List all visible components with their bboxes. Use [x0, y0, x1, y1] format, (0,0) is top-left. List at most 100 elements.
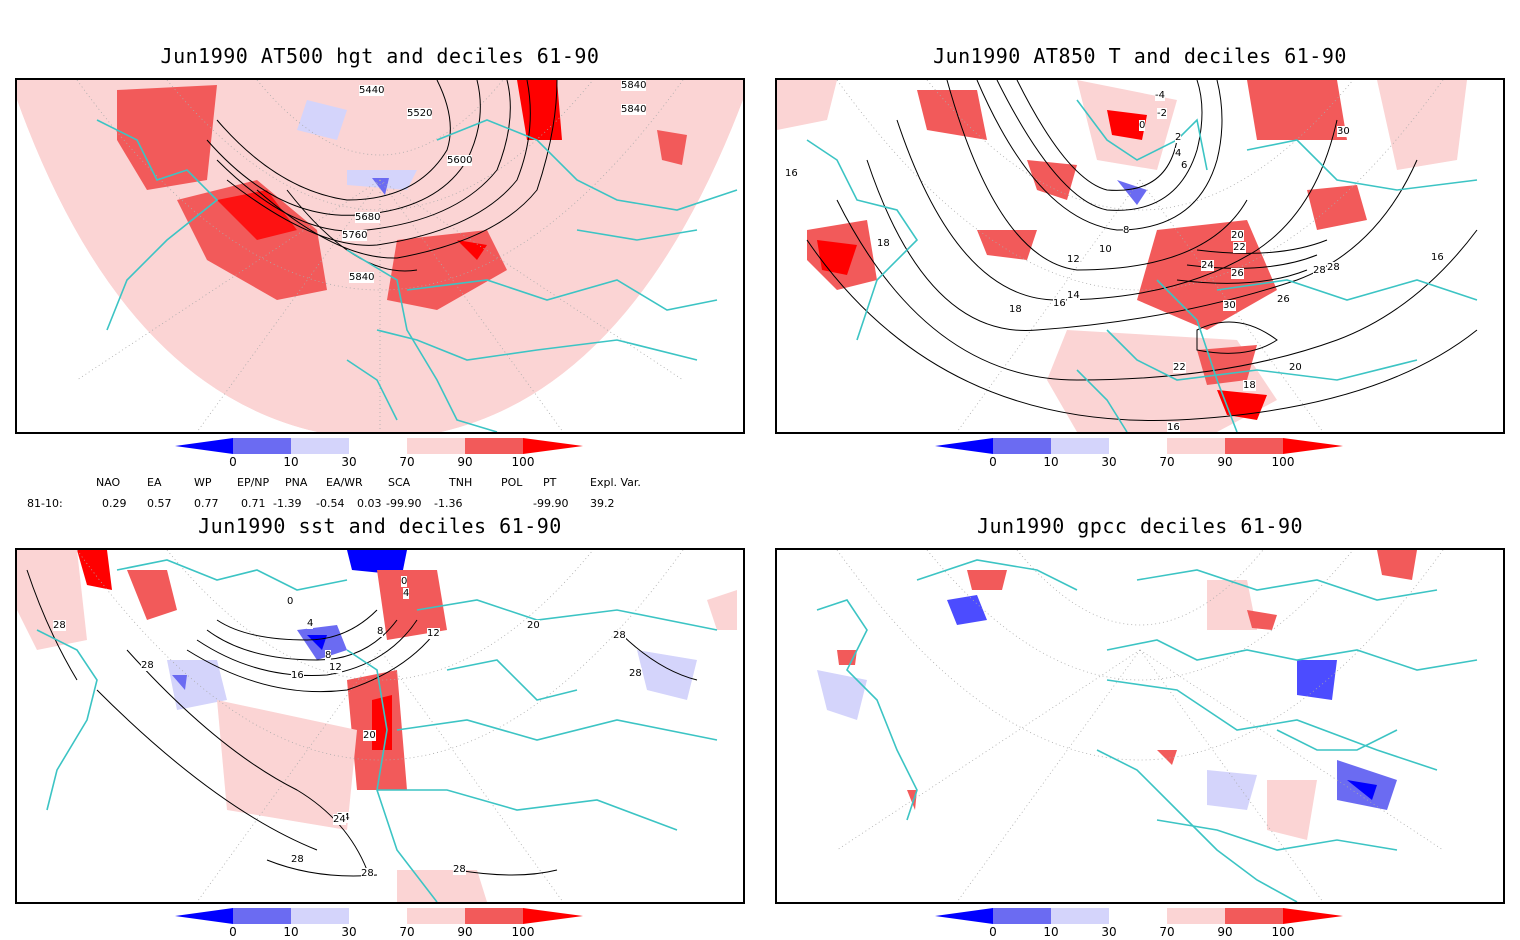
tick-70: 70	[399, 925, 415, 939]
contour-label-aa: 26	[1277, 294, 1290, 305]
contour-label-y: 30	[1337, 126, 1350, 137]
tick-70: 70	[1159, 455, 1175, 469]
tick-30: 30	[1101, 925, 1117, 939]
index-value: -99.90	[533, 497, 569, 510]
contour-label-q: 28	[1313, 265, 1326, 276]
contour-label-s: 16	[785, 168, 798, 179]
map-panel-gpcc	[775, 548, 1505, 904]
contour-label-u: 20	[1289, 362, 1302, 373]
tick-10: 10	[1043, 925, 1059, 939]
sst-label-11: 4	[403, 588, 410, 599]
contour-label-m: 20	[1231, 230, 1244, 241]
map-t850	[777, 80, 1503, 432]
tick-10: 10	[283, 455, 299, 469]
tick-100: 100	[1271, 925, 1295, 939]
index-name: PNA	[285, 476, 308, 489]
panel-title-gpcc: Jun1990 gpcc deciles 61-90	[976, 514, 1304, 538]
contour-label-7: 5840	[621, 80, 647, 91]
contour-label-w: 18	[1243, 380, 1256, 391]
tick-100: 100	[511, 925, 535, 939]
map-gpcc	[777, 550, 1503, 902]
tick-30: 30	[1101, 455, 1117, 469]
sst-label-6: 12	[329, 662, 342, 673]
index-name: EA/WR	[326, 476, 363, 489]
index-value: 39.2	[590, 497, 615, 510]
index-name: TNH	[449, 476, 473, 489]
contour-label-h: 10	[1099, 244, 1112, 255]
contour-label-3: 5600	[447, 155, 473, 166]
tick-0: 0	[989, 455, 997, 469]
contour-label-ab: 16	[1431, 252, 1444, 263]
sst-label-12: 8	[377, 626, 384, 637]
index-name: EA	[147, 476, 162, 489]
sst-label-10: 0	[401, 576, 408, 587]
contour-label-t: 18	[877, 238, 890, 249]
tick-90: 90	[457, 455, 473, 469]
tick-70: 70	[1159, 925, 1175, 939]
sst-label-7: 8	[325, 650, 332, 661]
index-name: Expl. Var.	[590, 476, 641, 489]
tick-30: 30	[341, 455, 357, 469]
sst-label-9: 0	[287, 596, 294, 607]
contour-label-n: 22	[1233, 242, 1246, 253]
tick-0: 0	[989, 925, 997, 939]
index-value: -0.54	[316, 497, 345, 510]
index-name: POL	[501, 476, 523, 489]
index-value: 0.03	[357, 497, 382, 510]
contour-label-o: 24	[1201, 260, 1214, 271]
colorbar-gpcc	[935, 908, 1345, 934]
tick-70: 70	[399, 455, 415, 469]
sst-label-8: 4	[307, 618, 314, 629]
sst-label-17: 24	[333, 814, 346, 825]
contour-label-i: 12	[1067, 254, 1080, 265]
index-name: EP/NP	[237, 476, 270, 489]
index-value: 0.77	[194, 497, 219, 510]
contour-label-b: -2	[1157, 108, 1167, 119]
map-sst	[17, 550, 743, 902]
contour-label-j: 14	[1067, 290, 1080, 301]
contour-label-g: 8	[1123, 225, 1130, 236]
map-panel-sst: 28 28 24 20 16 12 8 4 0 0 4 8 12 20 28 2…	[15, 548, 745, 904]
contour-label-z: 28	[1327, 262, 1340, 273]
contour-label-v: 22	[1173, 362, 1186, 373]
contour-label-p: 26	[1231, 268, 1244, 279]
sst-label-14: 20	[527, 620, 540, 631]
sst-label-15: 28	[613, 630, 626, 641]
contour-label-l: 18	[1009, 304, 1022, 315]
index-value: 0.29	[102, 497, 127, 510]
sst-label-13: 12	[427, 628, 440, 639]
contour-label-x: 16	[1167, 422, 1180, 433]
index-name: NAO	[96, 476, 121, 489]
tick-10: 10	[283, 925, 299, 939]
sst-label-18: 28	[361, 868, 374, 879]
colorbar-hgt500	[175, 438, 585, 464]
tick-90: 90	[457, 925, 473, 939]
index-name: SCA	[388, 476, 411, 489]
contour-label-r: 30	[1223, 300, 1236, 311]
tick-0: 0	[229, 455, 237, 469]
sst-label-1: 28	[53, 620, 66, 631]
tick-100: 100	[1271, 455, 1295, 469]
panel-title-hgt500: Jun1990 AT500 hgt and deciles 61-90	[160, 44, 600, 68]
index-row-label: 81-10:	[27, 497, 63, 510]
map-hgt500	[17, 80, 743, 432]
index-name: WP	[194, 476, 212, 489]
index-value: -1.36	[434, 497, 463, 510]
sst-label-5: 16	[291, 670, 304, 681]
sst-label-20: 28	[291, 854, 304, 865]
contour-label-k: 16	[1053, 298, 1066, 309]
contour-label-5: 5760	[342, 230, 368, 241]
tick-90: 90	[1217, 455, 1233, 469]
contour-label-8: 5840	[621, 104, 647, 115]
indices-header-row: NAO EA WP EP/NP PNA EA/WR SCA TNH POL PT…	[0, 476, 760, 492]
sst-label-16: 28	[629, 668, 642, 679]
map-panel-hgt500: 5440 5520 5600 5680 5760 5840 5840 5840	[15, 78, 745, 434]
tick-0: 0	[229, 925, 237, 939]
index-name: PT	[543, 476, 557, 489]
contour-label-1: 5440	[359, 85, 385, 96]
sst-label-4: 20	[363, 730, 376, 741]
tick-10: 10	[1043, 455, 1059, 469]
contour-label-a: -4	[1155, 90, 1165, 101]
contour-label-f: 6	[1181, 160, 1188, 171]
index-value: 0.71	[241, 497, 266, 510]
